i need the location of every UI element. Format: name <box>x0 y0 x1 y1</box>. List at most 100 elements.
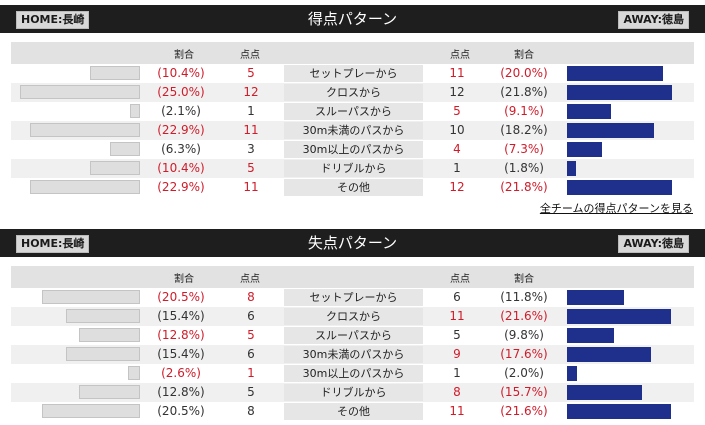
home-ratio-heading: 割合 <box>174 50 194 61</box>
pattern-label: 30m未満のパスから <box>284 346 423 363</box>
home-points-value: 3 <box>247 142 255 156</box>
home-points-value: 5 <box>247 328 255 342</box>
home-ratio-value: (15.4%) <box>157 347 205 361</box>
home-points-value: 1 <box>247 366 255 380</box>
pattern-label: クロスから <box>284 84 423 101</box>
away-ratio-value: (21.6%) <box>500 404 548 418</box>
home-share-bar <box>90 66 140 80</box>
home-points-value: 11 <box>243 180 259 194</box>
home-ratio-value: (22.9%) <box>157 180 205 194</box>
away-points-value: 5 <box>453 328 461 342</box>
pattern-row: (12.8%) 5 スルーパスから 5 (9.8%) <box>11 326 694 345</box>
home-ratio-value: (2.1%) <box>161 104 201 118</box>
all-teams-scoring-patterns-link[interactable]: 全チームの得点パターンを見る <box>539 202 693 215</box>
pattern-row: (10.4%) 5 セットプレーから 11 (20.0%) <box>11 64 694 83</box>
away-share-bar <box>567 290 624 305</box>
home-team-badge: HOME:長崎 <box>16 235 90 253</box>
home-share-bar <box>130 104 140 118</box>
away-share-bar <box>567 347 651 362</box>
away-ratio-value: (21.8%) <box>500 180 548 194</box>
home-points-value: 5 <box>247 161 255 175</box>
pattern-label: セットプレーから <box>284 289 423 306</box>
away-points-value: 8 <box>453 385 461 399</box>
pattern-label: その他 <box>284 179 423 196</box>
home-points-value: 5 <box>247 385 255 399</box>
away-ratio-heading: 割合 <box>514 50 534 61</box>
away-points-heading: 点点 <box>450 50 470 61</box>
section-title: 失点パターン <box>307 234 398 252</box>
away-share-bar <box>567 66 663 81</box>
pattern-label: ドリブルから <box>284 160 423 177</box>
pattern-label: ドリブルから <box>284 384 423 401</box>
away-team-badge: AWAY:徳島 <box>618 11 689 29</box>
home-ratio-value: (25.0%) <box>157 85 205 99</box>
away-share-bar <box>567 328 614 343</box>
away-points-value: 10 <box>449 123 465 137</box>
home-ratio-value: (22.9%) <box>157 123 205 137</box>
away-ratio-value: (18.2%) <box>500 123 548 137</box>
away-team-badge: AWAY:徳島 <box>618 235 689 253</box>
home-share-bar <box>20 85 140 99</box>
away-points-value: 5 <box>453 104 461 118</box>
pattern-label: スルーパスから <box>284 327 423 344</box>
pattern-label: クロスから <box>284 308 423 325</box>
column-header-row: 割合 点点 点点 割合 <box>11 42 694 64</box>
away-share-bar <box>567 161 576 176</box>
home-points-value: 11 <box>243 123 259 137</box>
home-share-bar <box>79 328 140 342</box>
home-share-bar <box>128 366 140 380</box>
pattern-row: (22.9%) 11 その他 12 (21.8%) <box>11 178 694 197</box>
home-ratio-heading: 割合 <box>174 274 194 285</box>
away-points-value: 9 <box>453 347 461 361</box>
away-ratio-value: (2.0%) <box>504 366 544 380</box>
home-share-bar <box>110 142 140 156</box>
section-header: 失点パターン HOME:長崎 AWAY:徳島 <box>0 229 705 257</box>
away-ratio-value: (11.8%) <box>500 290 548 304</box>
away-ratio-value: (7.3%) <box>504 142 544 156</box>
home-points-value: 5 <box>247 66 255 80</box>
home-ratio-value: (20.5%) <box>157 404 205 418</box>
home-ratio-value: (15.4%) <box>157 309 205 323</box>
away-share-bar <box>567 309 671 324</box>
away-ratio-value: (9.8%) <box>504 328 544 342</box>
away-ratio-value: (21.8%) <box>500 85 548 99</box>
home-points-heading: 点点 <box>240 50 260 61</box>
home-points-value: 8 <box>247 290 255 304</box>
home-points-value: 12 <box>243 85 259 99</box>
section-title: 得点パターン <box>307 10 398 28</box>
away-ratio-value: (9.1%) <box>504 104 544 118</box>
home-ratio-value: (12.8%) <box>157 385 205 399</box>
away-ratio-value: (17.6%) <box>500 347 548 361</box>
pattern-row: (25.0%) 12 クロスから 12 (21.8%) <box>11 83 694 102</box>
pattern-row: (15.4%) 6 クロスから 11 (21.6%) <box>11 307 694 326</box>
away-share-bar <box>567 180 672 195</box>
away-ratio-value: (20.0%) <box>500 66 548 80</box>
home-share-bar <box>42 404 140 418</box>
home-team-badge: HOME:長崎 <box>16 11 90 29</box>
home-ratio-value: (10.4%) <box>157 161 205 175</box>
pattern-row: (20.5%) 8 セットプレーから 6 (11.8%) <box>11 288 694 307</box>
home-share-bar <box>66 347 140 361</box>
away-points-value: 1 <box>453 366 461 380</box>
home-share-bar <box>42 290 140 304</box>
pattern-row: (15.4%) 6 30m未満のパスから 9 (17.6%) <box>11 345 694 364</box>
home-ratio-value: (20.5%) <box>157 290 205 304</box>
home-points-value: 8 <box>247 404 255 418</box>
pattern-label: 30m未満のパスから <box>284 122 423 139</box>
pattern-rows: (10.4%) 5 セットプレーから 11 (20.0%) (25.0%) 12 クロスから 1… <box>11 64 694 197</box>
away-points-value: 11 <box>449 309 465 323</box>
away-ratio-value: (21.6%) <box>500 309 548 323</box>
away-share-bar <box>567 85 672 100</box>
pattern-label: スルーパスから <box>284 103 423 120</box>
pattern-row: (22.9%) 11 30m未満のパスから 10 (18.2%) <box>11 121 694 140</box>
away-points-value: 11 <box>449 404 465 418</box>
pattern-label: 30m以上のパスから <box>284 365 423 382</box>
away-share-bar <box>567 142 602 157</box>
pattern-row: (2.6%) 1 30m以上のパスから 1 (2.0%) <box>11 364 694 383</box>
away-points-value: 1 <box>453 161 461 175</box>
home-ratio-value: (2.6%) <box>161 366 201 380</box>
pattern-rows: (20.5%) 8 セットプレーから 6 (11.8%) (15.4%) 6 クロスから 11(… <box>11 288 694 421</box>
away-share-bar <box>567 123 654 138</box>
pattern-label: 30m以上のパスから <box>284 141 423 158</box>
pattern-label: その他 <box>284 403 423 420</box>
